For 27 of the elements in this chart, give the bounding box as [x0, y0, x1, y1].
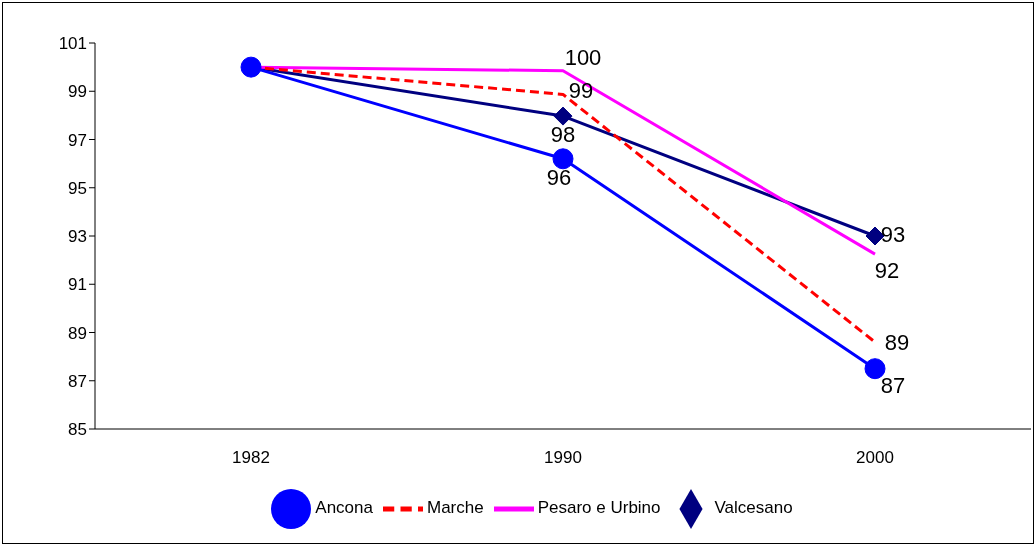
- point: [552, 148, 574, 170]
- data-label: 96: [546, 164, 572, 190]
- data-label: 98: [550, 121, 576, 147]
- y-tick-label: 95: [68, 178, 87, 198]
- y-tick-label: 89: [68, 323, 87, 343]
- data-label: 87: [880, 372, 906, 398]
- point: [553, 106, 573, 126]
- data-label: 99: [568, 78, 594, 104]
- legend-label: Ancona: [315, 498, 373, 518]
- y-tick-label: 97: [68, 130, 87, 150]
- y-tick-label: 101: [58, 34, 87, 54]
- data-label: 93: [880, 221, 906, 247]
- data-label: 89: [884, 329, 910, 355]
- x-tick-label: 1982: [232, 448, 270, 468]
- y-tick-label: 93: [68, 227, 87, 247]
- point: [864, 358, 886, 380]
- x-tick-label: 2000: [856, 448, 894, 468]
- legend-label: Valcesano: [714, 498, 793, 518]
- y-tick-label: 85: [68, 420, 87, 440]
- legend-label: Pesaro e Urbino: [537, 498, 661, 518]
- data-label: 92: [874, 257, 900, 283]
- y-tick-label: 91: [68, 275, 87, 295]
- data-label: 100: [564, 44, 602, 70]
- legend-label: Marche: [427, 498, 484, 518]
- y-tick-label: 99: [68, 82, 87, 102]
- y-tick-label: 87: [68, 371, 87, 391]
- x-tick-label: 1990: [544, 448, 582, 468]
